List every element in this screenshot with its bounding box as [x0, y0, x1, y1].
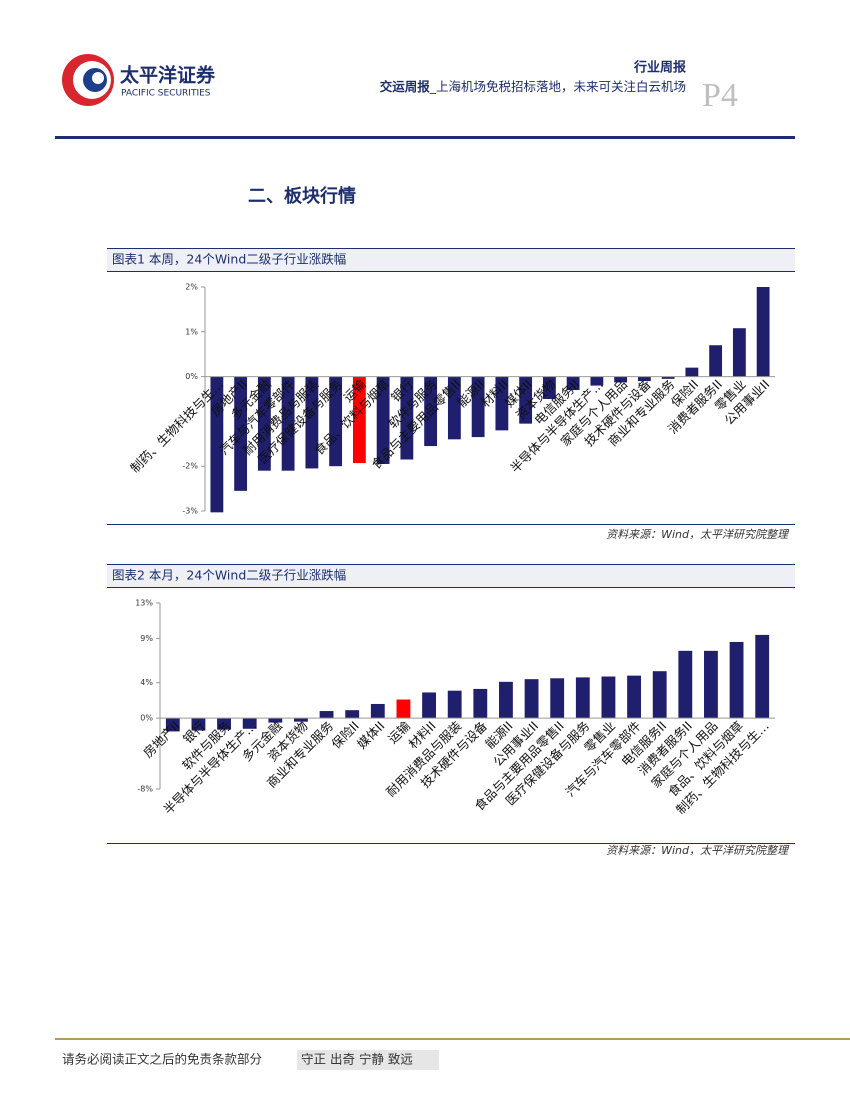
report-name: 交运周报	[380, 79, 431, 94]
x-tick-label: 媒体II	[354, 718, 387, 751]
bar	[566, 376, 580, 391]
bar	[519, 376, 533, 424]
company: 太平洋证券	[120, 64, 216, 87]
bar	[471, 376, 485, 438]
bar	[352, 376, 366, 464]
section-title: 二、板块行情	[248, 185, 356, 207]
bar	[281, 376, 295, 471]
bar	[614, 376, 628, 383]
bar	[422, 692, 436, 719]
x-tick-label: 保险II	[328, 718, 361, 751]
y-tick-label: 4%	[140, 678, 153, 687]
chart-bottom-rule	[107, 524, 795, 525]
bar	[678, 650, 693, 719]
logo	[62, 54, 114, 106]
y-tick-label: -8%	[137, 785, 153, 794]
chart-bottom-rule	[107, 843, 795, 844]
bar	[217, 718, 231, 730]
bar	[685, 367, 699, 377]
y-tick-label: 0%	[185, 372, 198, 381]
bar	[268, 718, 283, 723]
headline-text: _上海机场免税招标落地，未来可关注白云机场	[429, 79, 686, 94]
bar	[345, 710, 360, 719]
y-tick-label: 1%	[185, 327, 198, 336]
bar	[661, 376, 675, 379]
bar	[652, 671, 667, 719]
header-rule	[55, 136, 795, 139]
bar	[447, 376, 461, 440]
bar	[499, 681, 513, 719]
bar	[305, 376, 319, 469]
bar	[590, 376, 604, 386]
disclaimer: 请务必阅读正文之后的免责条款部分	[62, 1052, 262, 1067]
footer-rule	[55, 1038, 850, 1040]
bar	[542, 376, 556, 399]
bar	[400, 376, 414, 460]
bar	[370, 703, 385, 719]
bar	[756, 287, 770, 377]
bar	[637, 376, 651, 382]
bar	[601, 676, 616, 719]
bar	[495, 376, 509, 431]
chart-title: 图表1 本周，24个Wind二级子行业涨跌幅	[112, 252, 346, 267]
bar	[755, 634, 770, 719]
chart-title: 图表2 本月，24个Wind二级子行业涨跌幅	[112, 568, 346, 583]
bar	[165, 718, 180, 732]
bar	[627, 675, 641, 719]
bar	[524, 679, 539, 719]
bar	[473, 688, 488, 719]
bar	[732, 328, 746, 377]
chart-title-rule	[107, 564, 795, 565]
bar	[242, 718, 257, 729]
y-tick-label: -3%	[182, 507, 198, 516]
chart-source: 资料来源：Wind，太平洋研究院整理	[606, 528, 790, 541]
company-en: PACIFIC SECURITIES	[121, 89, 211, 99]
bar	[191, 718, 206, 731]
chart-title-bg	[107, 565, 795, 587]
bar	[575, 677, 590, 719]
bar	[319, 711, 334, 719]
y-tick-label: 2%	[185, 283, 198, 292]
bar	[396, 699, 411, 719]
headline: 交运周报_上海机场免税招标落地，未来可关注白云机场	[380, 79, 686, 94]
bar	[294, 718, 308, 722]
bar	[234, 376, 248, 491]
x-tick-label: 房地产II	[140, 718, 182, 760]
bar	[424, 376, 438, 447]
bar	[210, 376, 224, 513]
chart-title-bg	[107, 249, 795, 271]
bar	[376, 376, 390, 464]
chart-title-rule	[107, 587, 795, 588]
page-number: P4	[702, 77, 738, 114]
bar	[550, 678, 565, 719]
bar	[257, 376, 271, 471]
bar	[729, 641, 744, 719]
motto-bg	[297, 1050, 439, 1070]
bar	[709, 345, 723, 377]
bar	[704, 650, 718, 719]
bar	[447, 690, 462, 719]
y-tick-label: -2%	[182, 462, 198, 471]
chart-title-rule	[107, 248, 795, 249]
bar	[329, 376, 343, 467]
y-tick-label: 9%	[140, 634, 153, 643]
y-tick-label: 13%	[135, 599, 153, 608]
chart-title-rule	[107, 271, 795, 272]
motto: 守正 出奇 宁静 致远	[301, 1052, 413, 1067]
report-type: 行业周报	[633, 60, 687, 76]
y-tick-label: 0%	[140, 714, 153, 723]
chart-source: 资料来源：Wind，太平洋研究院整理	[606, 844, 790, 857]
